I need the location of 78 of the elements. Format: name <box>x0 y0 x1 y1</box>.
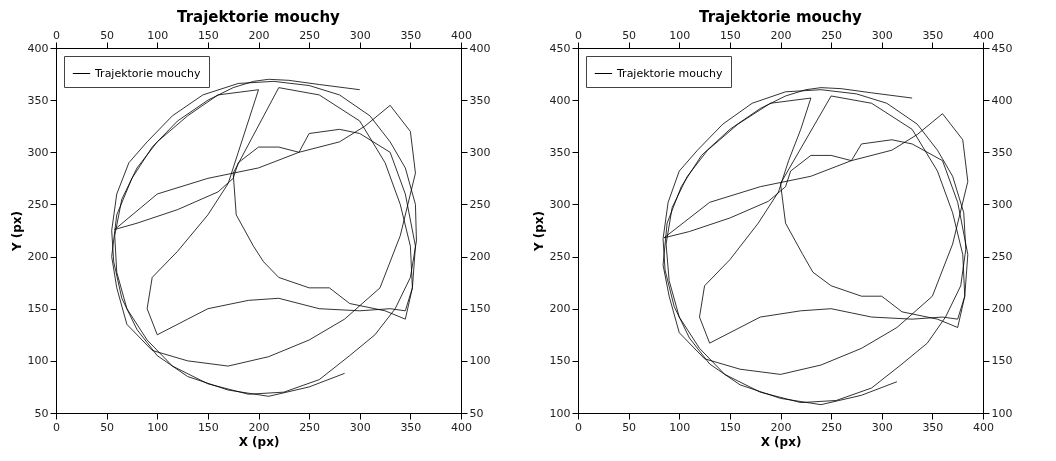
y-tick-label: 150 <box>27 302 49 316</box>
x-tick-label: 0 <box>575 420 582 434</box>
x2-tick-label: 350 <box>922 28 944 42</box>
y2-tick-label: 450 <box>991 41 1013 55</box>
line-series <box>111 78 417 397</box>
y2-tick-label: 100 <box>991 406 1013 420</box>
x2-tick-label: 50 <box>622 28 637 42</box>
y-axis-title: Y (px) <box>531 210 546 253</box>
x2-tick-label: 300 <box>871 28 893 42</box>
y-tick-label: 200 <box>549 302 571 316</box>
x-tick-label: 200 <box>770 420 792 434</box>
x2-tick-label: 50 <box>100 28 115 42</box>
y-tick-label: 250 <box>27 197 49 211</box>
chart-title: Trajektorie mouchy <box>177 8 341 26</box>
x2-tick-label: 0 <box>53 28 60 42</box>
x-tick-label: 0 <box>53 420 60 434</box>
legend-label: Trajektorie mouchy <box>94 66 201 80</box>
y2-tick-label: 200 <box>991 302 1013 316</box>
x2-tick-label: 0 <box>575 28 582 42</box>
x-tick-label: 300 <box>871 420 893 434</box>
x2-tick-label: 150 <box>197 28 219 42</box>
y2-tick-label: 350 <box>991 145 1013 159</box>
y-tick-label: 50 <box>34 406 49 420</box>
x-tick-label: 350 <box>400 420 422 434</box>
x2-tick-label: 400 <box>973 28 994 42</box>
x-axis-title: X (px) <box>238 434 280 449</box>
x-tick-label: 50 <box>622 420 637 434</box>
y-tick-label: 400 <box>549 93 571 107</box>
x2-tick-label: 350 <box>400 28 422 42</box>
x-tick-label: 200 <box>248 420 270 434</box>
x-tick-label: 400 <box>451 420 472 434</box>
y2-tick-label: 400 <box>469 41 491 55</box>
y2-tick-label: 250 <box>469 197 491 211</box>
x2-tick-label: 150 <box>719 28 741 42</box>
x2-tick-label: 100 <box>669 28 691 42</box>
x-tick-label: 400 <box>973 420 994 434</box>
y-tick-label: 200 <box>27 250 49 264</box>
x-tick-label: 250 <box>299 420 321 434</box>
y2-tick-label: 150 <box>991 354 1013 368</box>
y-tick-label: 300 <box>549 197 571 211</box>
x2-tick-label: 250 <box>299 28 321 42</box>
chart-title: Trajektorie mouchy <box>699 8 863 26</box>
y-tick-label: 300 <box>27 145 49 159</box>
x2-tick-label: 300 <box>349 28 371 42</box>
y2-tick-label: 200 <box>469 250 491 264</box>
x2-tick-label: 100 <box>147 28 169 42</box>
x-tick-label: 100 <box>669 420 691 434</box>
y2-tick-label: 400 <box>991 93 1013 107</box>
y2-tick-label: 350 <box>469 93 491 107</box>
x2-tick-label: 200 <box>248 28 270 42</box>
y2-tick-label: 300 <box>469 145 491 159</box>
y-tick-label: 150 <box>549 354 571 368</box>
y-tick-label: 250 <box>549 250 571 264</box>
y-tick-label: 100 <box>549 406 571 420</box>
y-tick-label: 350 <box>549 145 571 159</box>
x2-tick-label: 200 <box>770 28 792 42</box>
x-tick-label: 50 <box>100 420 115 434</box>
legend-label: Trajektorie mouchy <box>616 66 723 80</box>
x-axis-title: X (px) <box>760 434 802 449</box>
y2-tick-label: 150 <box>469 302 491 316</box>
y-tick-label: 350 <box>27 93 49 107</box>
y-tick-label: 100 <box>27 354 49 368</box>
x-tick-label: 300 <box>349 420 371 434</box>
y2-tick-label: 100 <box>469 354 491 368</box>
x2-tick-label: 400 <box>451 28 472 42</box>
line-series <box>662 87 969 406</box>
y-axis-title: Y (px) <box>9 210 24 253</box>
x-tick-label: 150 <box>197 420 219 434</box>
x2-tick-label: 250 <box>821 28 843 42</box>
y-tick-label: 450 <box>549 41 571 55</box>
y-tick-label: 400 <box>27 41 49 55</box>
y2-tick-label: 300 <box>991 197 1013 211</box>
x-tick-label: 100 <box>147 420 169 434</box>
x-tick-label: 350 <box>922 420 944 434</box>
y2-tick-label: 50 <box>469 406 484 420</box>
y2-tick-label: 250 <box>991 250 1013 264</box>
x-tick-label: 250 <box>821 420 843 434</box>
x-tick-label: 150 <box>719 420 741 434</box>
